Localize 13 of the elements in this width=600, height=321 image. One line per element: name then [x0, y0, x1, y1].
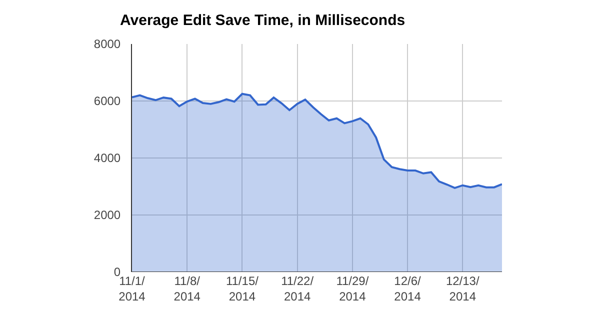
x-tick-label: 11/29/2014	[336, 274, 370, 304]
y-tick-label: 0	[114, 265, 121, 280]
y-tick-label: 8000	[94, 37, 121, 52]
y-tick-label: 4000	[94, 151, 121, 166]
x-tick-label: 11/15/2014	[226, 274, 260, 304]
x-tick-label: 11/8/2014	[174, 274, 201, 304]
y-tick-label: 6000	[94, 94, 121, 108]
x-tick-label: 11/1/2014	[118, 274, 146, 304]
x-tick-label: 12/6/2014	[394, 274, 422, 304]
y-tick-label: 2000	[94, 208, 121, 222]
x-tick-label: 12/13/2014	[446, 274, 480, 304]
x-tick-label: 11/22/2014	[281, 274, 314, 304]
chart-title: Average Edit Save Time, in Milliseconds	[120, 12, 406, 29]
